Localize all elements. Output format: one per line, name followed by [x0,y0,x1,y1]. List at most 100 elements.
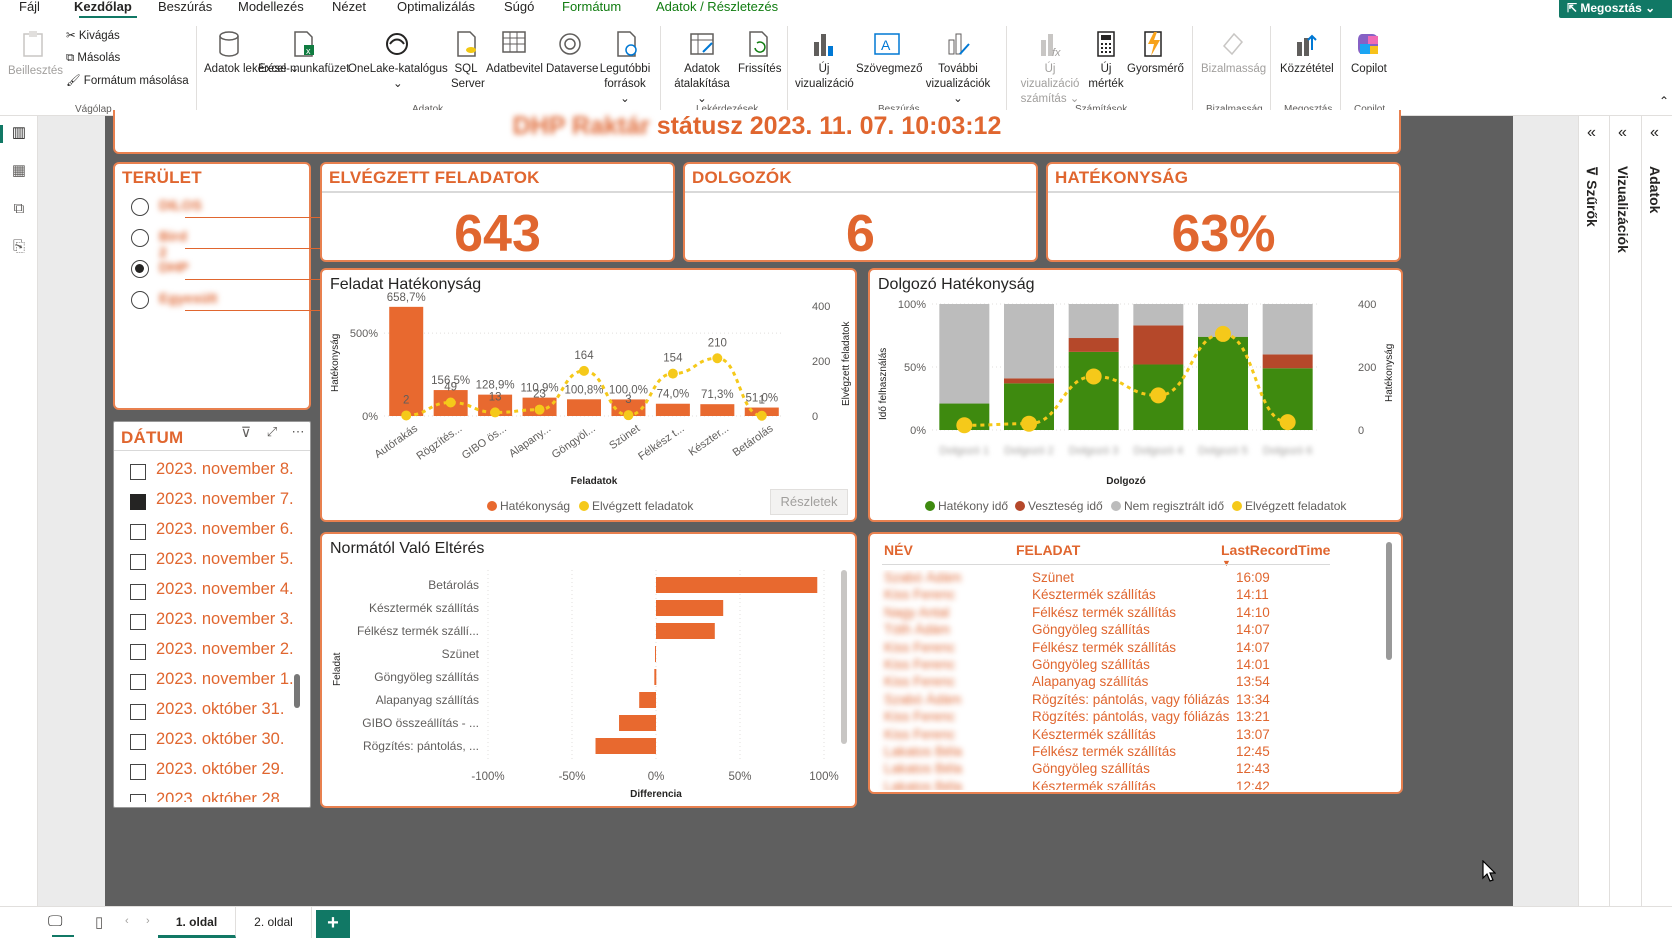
prev-page-icon[interactable]: ‹ [125,915,129,927]
table-row[interactable]: Lakatos Béla Félkész termék szállítás 12:4… [884,744,1344,762]
checkbox[interactable] [130,614,146,630]
table-row[interactable]: Szabó Ádám Rögzítés: pántolás, vagy fóliá… [884,692,1344,710]
table-row[interactable]: Nagy Antal Félkész termék szállítás 14:10 [884,605,1344,623]
scrollbar-thumb[interactable] [294,674,300,708]
report-view-icon[interactable]: ▥ [11,124,27,141]
new-visual-calc-button: Új vizualizáció számítás ⌄ [1020,63,1080,105]
excel-button[interactable]: Excel-munkafüzet [258,63,350,75]
group-label-sensitivity: Bizalmasság [1206,104,1263,115]
details-button[interactable]: Részletek [770,489,848,515]
tab-data-drill[interactable]: Adatok / Részletezés [656,0,779,14]
new-measure-button[interactable]: Új mérték [1088,63,1124,90]
radio-button[interactable] [131,291,149,309]
cell-time: 13:07 [1236,726,1270,742]
page-tab-2[interactable]: 2. oldal [236,907,312,938]
data-label: 51,0% [745,393,778,405]
checkbox[interactable] [130,524,146,540]
cut-button[interactable]: ✂ Kivágás [66,30,120,42]
textbox-button[interactable]: Szövegmező [856,63,923,75]
checkbox[interactable] [130,464,146,480]
quick-measure-button[interactable]: Gyorsmérő [1127,63,1184,75]
copy-button[interactable]: ⧉ Másolás [66,52,121,64]
line-point [756,410,767,421]
table-row[interactable]: Lakatos Béla Göngyöleg szállítás 12:43 [884,761,1344,779]
table-row[interactable]: Kiss Ferenc Rögzítés: pántolás, vagy fóli… [884,709,1344,727]
checkbox[interactable] [130,494,146,510]
page-tab-1[interactable]: 1. oldal [158,907,236,938]
tab-file[interactable]: Fájl [19,0,40,14]
tab-format[interactable]: Formátum [562,0,622,14]
checkbox[interactable] [130,704,146,720]
refresh-button[interactable]: Frissítés [738,63,782,75]
format-painter-button[interactable]: 🖌 Formátum másolása [66,75,189,87]
checkbox[interactable] [130,674,146,690]
new-visual-button[interactable]: Új vizualizáció [795,63,854,90]
cell-name: Lakatos Béla [884,778,963,790]
paste-button[interactable]: Beillesztés [8,65,63,77]
table-view-icon[interactable]: ▦ [11,162,27,179]
terulet-slicer: TERÜLET DILOS Bird 2 DHP Egyesült [113,162,330,410]
checkbox[interactable] [130,554,146,570]
checkbox[interactable] [130,794,146,802]
tab-modeling[interactable]: Modellezés [238,0,304,14]
next-page-icon[interactable]: › [146,915,150,927]
tab-insert[interactable]: Beszúrás [158,0,213,14]
copilot-button[interactable]: Copilot [1351,63,1387,75]
table-row[interactable]: Lakatos Béla Késztermék szállítás 12:42 [884,779,1344,790]
tab-home[interactable]: Kezdőlap [74,0,132,14]
bar [595,738,656,754]
table-row[interactable]: Szabó Ádám Szünet 16:09 [884,570,1344,588]
checkbox[interactable] [130,584,146,600]
table-row[interactable]: Tóth Ádám Göngyöleg szállítás 14:07 [884,622,1344,640]
dataverse-button[interactable]: Dataverse [546,63,599,75]
collapse-ribbon-icon[interactable]: ⌃ [1659,94,1670,108]
tab-optimize[interactable]: Optimalizálás [397,0,476,14]
expand-icon[interactable]: « [1618,124,1627,141]
checkbox[interactable] [130,734,146,750]
add-page-button[interactable]: + [316,910,350,938]
table-scrollbar[interactable] [1386,542,1392,660]
page-navigation-bar: 🖵 ▯ ‹ › 1. oldal 2. oldal + [0,906,1672,938]
radio-button[interactable] [131,198,149,216]
column-header-task[interactable]: FELADAT [1016,542,1081,558]
checkbox[interactable] [130,644,146,660]
radio-button[interactable] [131,229,149,247]
dax-query-view-icon[interactable]: ⎘ [12,238,25,255]
desktop-layout-icon[interactable]: 🖵 [48,913,63,930]
column-header-name[interactable]: NÉV [884,542,913,558]
model-view-icon[interactable]: ⧉ [13,200,25,217]
column-header-lastrecordtime[interactable]: LastRecordTime [1221,542,1331,558]
onelake-icon [386,33,408,55]
checkbox[interactable] [130,764,146,780]
tab-help[interactable]: Súgó [504,0,535,14]
enter-data-button[interactable]: Adatbevitel [486,63,543,75]
transform-data-button[interactable]: Adatok átalakítása ⌄ [674,63,730,105]
share-button[interactable]: ⇱ Megosztás ⌄ [1559,0,1672,18]
legend-marker [1015,501,1025,511]
filters-pane[interactable]: « ⊽ Szűrők [1578,116,1609,906]
table-row[interactable]: Kiss Ferenc Félkész termék szállítás 14:07 [884,640,1344,658]
chart-title: Dolgozó Hatékonyság [878,276,1035,293]
focus-mode-icon[interactable]: ⤢ [266,424,278,439]
mobile-layout-icon[interactable]: ▯ [95,914,104,931]
tab-view[interactable]: Nézet [332,0,366,14]
get-data-button[interactable]: Adatok lekérése ⌄ [204,63,300,75]
sql-server-button[interactable]: SQL Server [451,63,485,90]
cell-time: 14:11 [1236,587,1269,603]
expand-icon[interactable]: « [1587,124,1596,141]
active-tab-indicator [79,16,137,18]
y-axis-label: Idő felhasználás [878,348,889,420]
onelake-button[interactable]: OneLake-katalógus ⌄ [348,63,448,90]
more-options-icon[interactable]: ⋯ [291,424,305,439]
table-row[interactable]: Kiss Ferenc Alapanyag szállítás 13:54 [884,674,1344,692]
visualizations-pane[interactable]: « Vizualizációk [1609,116,1641,906]
table-row[interactable]: Kiss Ferenc Késztermék szállítás 14:11 [884,587,1344,605]
radio-button-selected[interactable] [131,260,149,278]
table-row[interactable]: Kiss Ferenc Késztermék szállítás 13:07 [884,727,1344,745]
filter-icon[interactable]: ⊽ [240,424,252,440]
expand-icon[interactable]: « [1650,124,1659,141]
publish-button[interactable]: Közzététel [1280,63,1334,75]
table-row[interactable]: Kiss Ferenc Göngyöleg szállítás 14:01 [884,657,1344,675]
data-pane[interactable]: « Adatok [1641,116,1672,906]
x-tick-label: Rögzítés... [414,423,464,463]
